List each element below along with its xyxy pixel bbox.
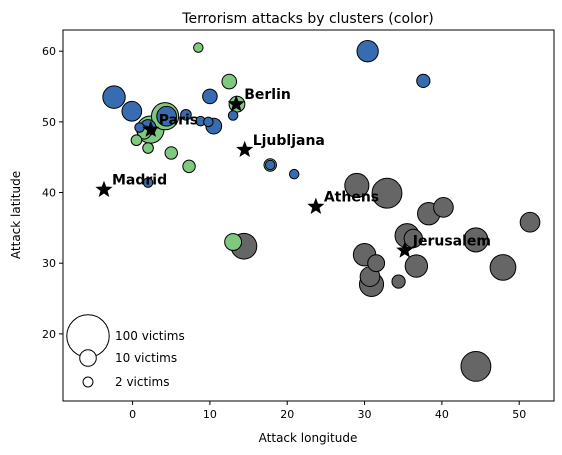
plot-frame <box>62 29 555 402</box>
attack-point-blue <box>227 110 239 121</box>
attack-point-green <box>224 233 243 251</box>
legend-label: 10 victims <box>115 351 177 365</box>
city-star-marker <box>396 241 414 258</box>
x-tick-label: 10 <box>203 408 217 421</box>
city-star-marker <box>142 120 160 137</box>
city-star-marker <box>227 95 245 112</box>
attack-point-green <box>221 73 238 90</box>
x-tick-label: 50 <box>512 408 526 421</box>
legend-label: 2 victims <box>115 375 169 389</box>
y-tick-label: 20 <box>42 328 56 341</box>
attack-point-gray <box>489 254 517 281</box>
city-label: Jerusalem <box>412 233 491 249</box>
plot-area <box>63 30 554 401</box>
attack-point-blue <box>288 168 300 180</box>
city-label: Athens <box>324 190 379 206</box>
attack-point-gray <box>403 228 423 249</box>
x-tick-label: 0 <box>129 408 136 421</box>
y-axis-label: Attack latitude <box>9 171 23 259</box>
attack-point-blue <box>202 88 218 105</box>
attack-point-gray <box>519 211 541 233</box>
legend-size-marker <box>82 376 94 388</box>
attack-point-blue <box>203 116 214 128</box>
city-star-marker <box>95 180 113 197</box>
attack-point-blue <box>264 159 276 171</box>
attack-point-gray <box>463 227 489 253</box>
x-axis-label: Attack longitude <box>259 431 358 445</box>
attack-point-green <box>142 142 154 154</box>
attack-point-gray <box>404 254 429 278</box>
city-label: Madrid <box>112 173 167 189</box>
attack-point-blue <box>180 108 192 121</box>
y-tick-label: 50 <box>42 116 56 129</box>
attack-point-blue <box>142 177 154 188</box>
y-tick-label: 30 <box>42 257 56 270</box>
attack-point-gray <box>460 350 492 382</box>
attack-point-blue <box>134 122 145 133</box>
x-tick-label: 30 <box>358 408 372 421</box>
legend-size-marker <box>79 349 97 367</box>
chart-title: Terrorism attacks by clusters (color) <box>181 11 433 27</box>
x-tick-label: 20 <box>280 408 294 421</box>
attack-point-blue <box>156 105 177 127</box>
attack-point-blue <box>102 85 126 109</box>
attack-point-green <box>193 42 204 53</box>
attack-point-green <box>130 134 143 147</box>
city-label: Ljubljana <box>253 133 325 149</box>
attack-point-gray <box>391 274 406 289</box>
y-tick-label: 60 <box>42 45 56 58</box>
attack-point-gray <box>371 177 403 209</box>
y-tick-label: 40 <box>42 187 56 200</box>
attack-point-gray <box>433 197 454 218</box>
legend-label: 100 victims <box>115 329 185 343</box>
attack-point-blue <box>356 40 379 63</box>
attack-point-blue <box>121 100 143 122</box>
city-star-marker <box>236 140 254 158</box>
attack-point-green <box>182 159 196 174</box>
city-label: Berlin <box>244 87 291 103</box>
attack-point-blue <box>416 73 431 88</box>
city-label: Paris <box>159 113 198 129</box>
x-tick-label: 40 <box>435 408 449 421</box>
attack-point-gray <box>344 172 370 199</box>
attack-point-gray <box>367 254 386 273</box>
city-star-marker <box>307 197 325 214</box>
attack-point-green <box>164 146 178 160</box>
